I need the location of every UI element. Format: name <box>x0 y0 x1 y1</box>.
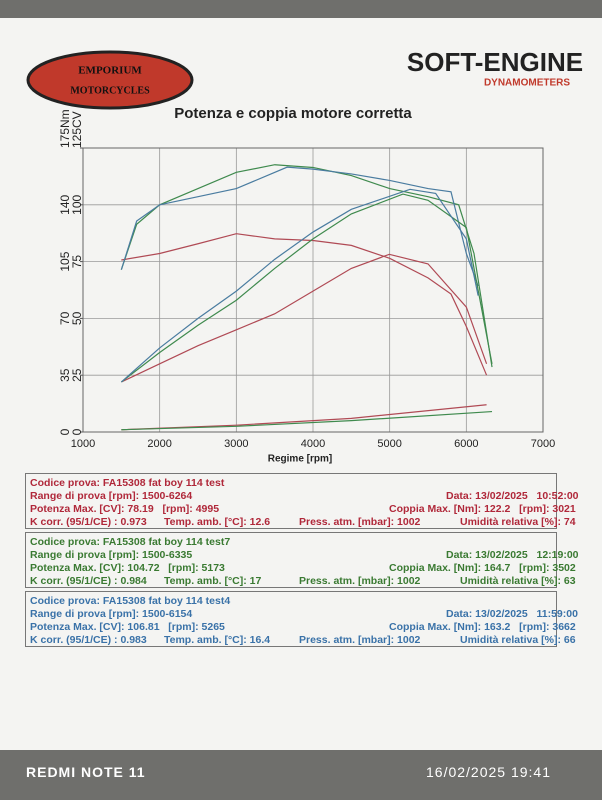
report-range: Range di prova [rpm]: 1500-6154 <box>30 608 193 620</box>
y-tick-label: 70 <box>58 311 72 325</box>
report-range: Range di prova [rpm]: 1500-6264 <box>30 490 193 502</box>
report-humidity: Umidità relativa [%]: 66 <box>460 634 576 646</box>
x-tick-label: 4000 <box>301 438 325 450</box>
y2-tick-label: 100 <box>70 194 84 214</box>
curve <box>121 233 488 376</box>
y2-tick-label: 75 <box>70 255 84 269</box>
curve <box>121 253 488 383</box>
report-kcorr: K corr. (95/1/CE) : 0.984 <box>30 575 147 587</box>
report-humidity: Umidità relativa [%]: 63 <box>460 575 576 587</box>
report-temp: Temp. amb. [°C]: 17 <box>164 575 262 587</box>
x-tick-label: 2000 <box>147 438 171 450</box>
report-press: Press. atm. [mbar]: 1002 <box>299 575 421 587</box>
y-tick-label: 140 <box>58 194 72 214</box>
report-power: Potenza Max. [CV]: 78.19 [rpm]: 4995 <box>30 503 220 515</box>
brand: SOFT-ENGINE <box>407 47 583 77</box>
report-kcorr: K corr. (95/1/CE) : 0.983 <box>30 634 147 646</box>
report-press: Press. atm. [mbar]: 1002 <box>299 516 421 528</box>
y-tick-label: 105 <box>58 251 72 271</box>
report-date: Data: 13/02/2025 12:19:00 <box>446 549 579 561</box>
paper <box>0 18 602 750</box>
x-tick-label: 1000 <box>71 438 95 450</box>
report-box: Codice prova: FA15308 fat boy 114 test7 R… <box>25 532 579 588</box>
report-range: Range di prova [rpm]: 1500-6335 <box>30 549 193 561</box>
y2-tick-label: 50 <box>70 311 84 325</box>
x-tick-label: 6000 <box>454 438 478 450</box>
report-temp: Temp. amb. [°C]: 16.4 <box>164 634 271 646</box>
curve <box>121 410 493 431</box>
report-code: Codice prova: FA15308 fat boy 114 test <box>30 477 225 489</box>
report-date: Data: 13/02/2025 11:59:00 <box>446 608 578 620</box>
y2-tick-label: 0 <box>70 428 84 435</box>
plot-frame <box>82 147 544 433</box>
x-tick-label: 5000 <box>377 438 401 450</box>
y2-tick-label: 25 <box>70 368 84 382</box>
report-torque: Coppia Max. [Nm]: 122.2 [rpm]: 3021 <box>389 503 576 515</box>
report-humidity: Umidità relativa [%]: 74 <box>460 516 576 528</box>
curve <box>120 193 493 383</box>
brand-sub: DYNAMOMETERS <box>484 78 570 89</box>
logo-text: EMPORIUM <box>78 65 142 77</box>
x-axis-label: Regime [rpm] <box>268 454 332 465</box>
device-label: REDMI NOTE 11 <box>26 764 146 780</box>
curve <box>120 188 479 383</box>
report-kcorr: K corr. (95/1/CE) : 0.973 <box>30 516 147 528</box>
y-tick-label: 175Nm <box>58 109 72 148</box>
report-box: Codice prova: FA15308 fat boy 114 test Ra… <box>25 473 579 529</box>
logo-badge <box>26 50 194 110</box>
report-press: Press. atm. [mbar]: 1002 <box>299 634 421 646</box>
report-power: Potenza Max. [CV]: 106.81 [rpm]: 5265 <box>30 621 225 633</box>
report-date: Data: 13/02/2025 10:52:00 <box>446 490 579 502</box>
x-tick-label: 7000 <box>531 438 555 450</box>
report-code: Codice prova: FA15308 fat boy 114 test7 <box>30 536 231 548</box>
curve <box>120 166 479 287</box>
x-tick-label: 3000 <box>224 438 248 450</box>
y-tick-label: 35 <box>58 368 72 382</box>
report-box: Codice prova: FA15308 fat boy 114 test4 R… <box>25 591 578 647</box>
report-code: Codice prova: FA15308 fat boy 114 test4 <box>30 595 231 607</box>
y-tick-label: 0 <box>58 428 72 435</box>
report-power: Potenza Max. [CV]: 104.72 [rpm]: 5173 <box>30 562 225 574</box>
report-torque: Coppia Max. [Nm]: 163.2 [rpm]: 3662 <box>389 621 576 633</box>
report-torque: Coppia Max. [Nm]: 164.7 [rpm]: 3502 <box>389 562 576 574</box>
y2-tick-label: 125CV <box>70 111 84 148</box>
timestamp: 16/02/2025 19:41 <box>426 764 551 780</box>
chart: EMPORIUM MOTORCYCLES SOFT-ENGINE DYNAMOM… <box>26 47 583 465</box>
logo-text: MOTORCYCLES <box>70 85 150 96</box>
report-temp: Temp. amb. [°C]: 12.6 <box>164 516 271 528</box>
curve <box>121 404 487 431</box>
chart-title: Potenza e coppia motore corretta <box>174 105 412 122</box>
